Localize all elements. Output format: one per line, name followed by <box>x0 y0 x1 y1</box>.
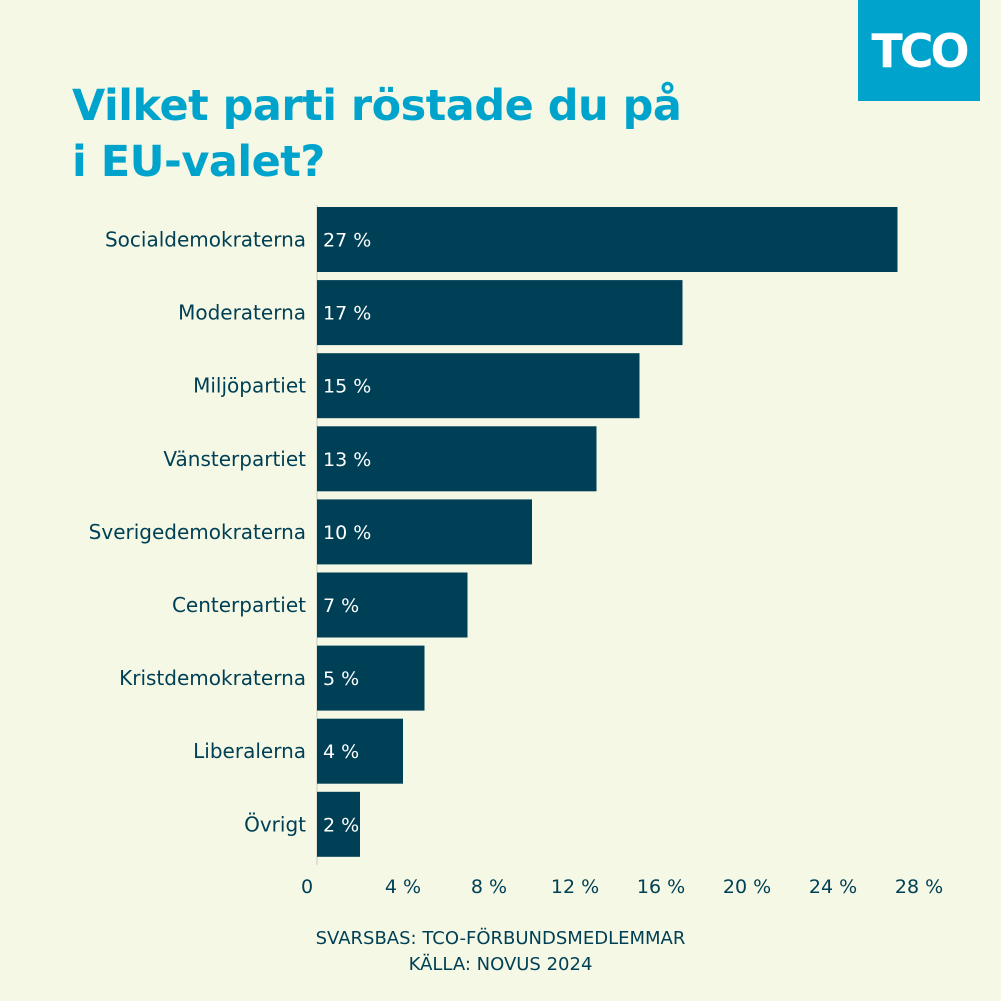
bar <box>317 280 683 346</box>
value-label: 15 % <box>323 376 371 398</box>
bar <box>317 718 403 784</box>
value-label: 7 % <box>323 595 359 617</box>
x-tick-label: 12 % <box>551 876 599 898</box>
value-label: 13 % <box>323 449 371 471</box>
footer-sample-base: SVARSBAS: TCO-FÖRBUNDSMEDLEMMAR <box>315 928 686 949</box>
x-tick-label: 0 <box>301 876 313 898</box>
x-tick-label: 20 % <box>723 876 771 898</box>
x-tick-label: 24 % <box>809 876 857 898</box>
category-label: Övrigt <box>244 812 306 836</box>
chart-title: Vilket parti röstade du på i EU-valet? <box>72 78 772 190</box>
value-label: 5 % <box>323 668 359 690</box>
value-label: 10 % <box>323 522 371 544</box>
category-label: Centerpartiet <box>172 593 306 617</box>
bar <box>317 791 360 857</box>
bar <box>317 207 898 272</box>
bar <box>317 572 468 638</box>
tco-logo: TCO <box>858 0 980 101</box>
value-label: 17 % <box>323 303 371 325</box>
x-tick-label: 28 % <box>895 876 943 898</box>
x-tick-label: 4 % <box>385 876 421 898</box>
title-line-1: Vilket parti röstade du på <box>72 81 682 131</box>
category-label: Vänsterpartiet <box>163 447 306 471</box>
category-label: Liberalerna <box>193 739 306 763</box>
bar <box>317 645 425 711</box>
bar <box>317 426 597 492</box>
bar <box>317 499 532 565</box>
category-label: Sverigedemokraterna <box>89 520 306 544</box>
category-label: Kristdemokraterna <box>119 666 306 690</box>
footer-source: KÄLLA: NOVUS 2024 <box>408 954 593 975</box>
category-label: Moderaterna <box>178 301 306 325</box>
category-label: Socialdemokraterna <box>105 228 306 252</box>
bar <box>317 353 640 419</box>
category-label: Miljöpartiet <box>193 374 306 398</box>
value-label: 4 % <box>323 741 359 763</box>
value-label: 27 % <box>323 230 371 252</box>
value-label: 2 % <box>323 814 359 836</box>
logo-text: TCO <box>871 23 969 78</box>
x-tick-label: 16 % <box>637 876 685 898</box>
x-tick-label: 8 % <box>471 876 507 898</box>
footer: SVARSBAS: TCO-FÖRBUNDSMEDLEMMAR KÄLLA: N… <box>0 926 1001 978</box>
title-line-2: i EU-valet? <box>72 137 325 187</box>
